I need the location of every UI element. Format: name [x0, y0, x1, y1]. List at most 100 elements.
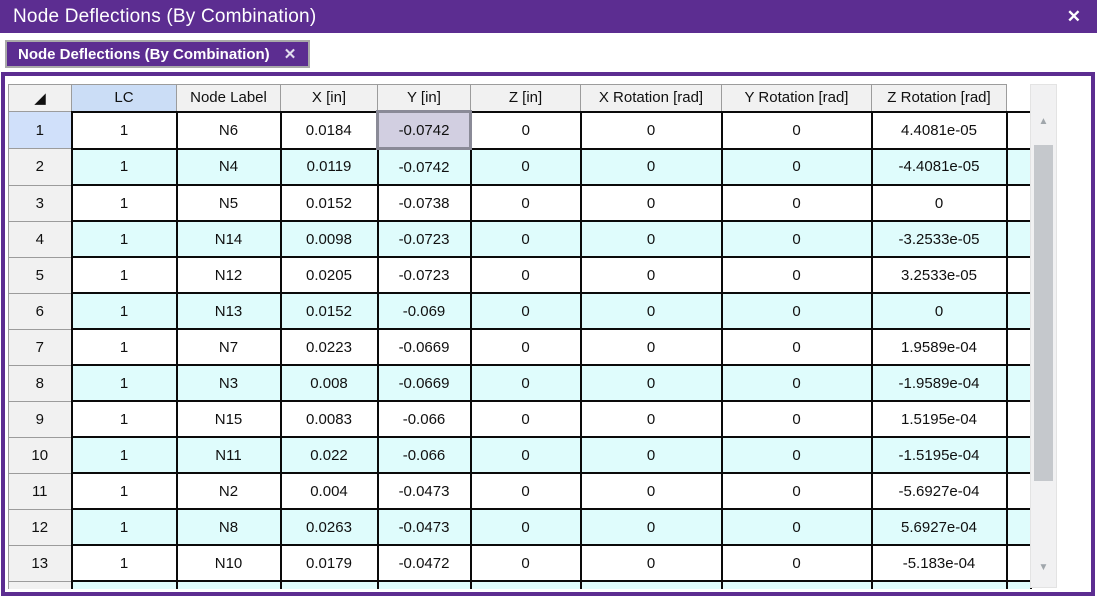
- scrollbar-thumb[interactable]: [1034, 145, 1053, 481]
- column-header[interactable]: X Rotation [rad]: [580, 84, 722, 112]
- scroll-down-icon[interactable]: ▼: [1038, 562, 1049, 573]
- table-cell[interactable]: 0: [579, 508, 723, 546]
- table-cell[interactable]: N15: [175, 400, 282, 438]
- row-header[interactable]: 4: [8, 220, 72, 258]
- table-cell[interactable]: -0.0669: [376, 328, 472, 366]
- table-cell[interactable]: -0.066: [376, 400, 472, 438]
- table-cell[interactable]: 0.0098: [279, 220, 379, 258]
- table-cell[interactable]: 0.0179: [279, 544, 379, 582]
- table-cell[interactable]: 0: [720, 147, 873, 186]
- row-header[interactable]: 3: [8, 184, 72, 222]
- table-cell[interactable]: 4.4081e-05: [870, 110, 1008, 150]
- window-titlebar[interactable]: Node Deflections (By Combination) ✕: [0, 0, 1097, 33]
- table-cell[interactable]: 3.2533e-05: [870, 256, 1008, 294]
- table-cell[interactable]: 0: [469, 184, 582, 222]
- table-cell[interactable]: N11: [175, 436, 282, 474]
- table-cell[interactable]: 0: [469, 292, 582, 330]
- table-cell[interactable]: 0: [870, 184, 1008, 222]
- table-cell[interactable]: 0: [720, 110, 873, 150]
- table-cell[interactable]: 0: [579, 436, 723, 474]
- select-all-corner[interactable]: ◢: [8, 84, 72, 112]
- table-cell[interactable]: 0.004: [279, 472, 379, 510]
- column-header[interactable]: Node Label: [176, 84, 281, 112]
- row-header[interactable]: 11: [8, 472, 72, 510]
- table-cell[interactable]: 0.0119: [279, 147, 379, 186]
- row-header[interactable]: 1: [8, 111, 72, 149]
- table-cell[interactable]: 0: [579, 147, 723, 186]
- row-header[interactable]: 7: [8, 328, 72, 366]
- table-cell[interactable]: 0: [720, 544, 873, 582]
- table-cell[interactable]: 0: [469, 364, 582, 402]
- table-cell[interactable]: 0: [469, 400, 582, 438]
- row-header[interactable]: 2: [8, 148, 72, 186]
- row-header[interactable]: 8: [8, 364, 72, 402]
- table-cell[interactable]: 1.5195e-04: [870, 400, 1008, 438]
- row-header[interactable]: 5: [8, 256, 72, 294]
- table-cell[interactable]: 0.008: [279, 364, 379, 402]
- table-cell[interactable]: 0.0152: [279, 184, 379, 222]
- table-cell[interactable]: 1: [70, 436, 178, 474]
- table-cell[interactable]: 1: [70, 147, 178, 186]
- row-header[interactable]: 9: [8, 400, 72, 438]
- table-cell[interactable]: 1: [70, 400, 178, 438]
- table-cell[interactable]: -0.0473: [376, 472, 472, 510]
- table-cell[interactable]: 0: [579, 472, 723, 510]
- table-cell[interactable]: -0.0472: [376, 544, 472, 582]
- table-cell[interactable]: 0: [720, 472, 873, 510]
- table-cell[interactable]: N14: [175, 220, 282, 258]
- table-cell[interactable]: 1: [70, 184, 178, 222]
- selected-cell[interactable]: -0.0742: [376, 110, 472, 150]
- window-close-icon[interactable]: ✕: [1066, 6, 1081, 26]
- table-cell[interactable]: 0: [579, 184, 723, 222]
- table-cell[interactable]: 0: [579, 544, 723, 582]
- table-cell[interactable]: N4: [175, 147, 282, 186]
- table-cell[interactable]: 0: [720, 400, 873, 438]
- table-cell[interactable]: 0: [870, 292, 1008, 330]
- table-cell[interactable]: 1: [70, 472, 178, 510]
- table-cell[interactable]: N6: [175, 110, 282, 150]
- table-cell[interactable]: -5.183e-04: [870, 544, 1008, 582]
- table-cell[interactable]: -1.9589e-04: [870, 364, 1008, 402]
- table-cell[interactable]: 0: [720, 364, 873, 402]
- table-cell[interactable]: 0: [469, 544, 582, 582]
- row-header[interactable]: 13: [8, 544, 72, 582]
- table-cell[interactable]: 0: [469, 220, 582, 258]
- table-cell[interactable]: N13: [175, 292, 282, 330]
- table-cell[interactable]: 0: [579, 256, 723, 294]
- table-cell[interactable]: 0: [720, 436, 873, 474]
- table-cell[interactable]: -0.0473: [376, 508, 472, 546]
- table-cell[interactable]: N2: [175, 472, 282, 510]
- table-cell[interactable]: 0: [469, 436, 582, 474]
- table-cell[interactable]: 0: [579, 220, 723, 258]
- table-cell[interactable]: 0: [469, 508, 582, 546]
- table-cell[interactable]: -0.0723: [376, 256, 472, 294]
- table-cell[interactable]: 1: [70, 328, 178, 366]
- table-cell[interactable]: 0: [720, 328, 873, 366]
- column-header[interactable]: Y [in]: [377, 84, 471, 112]
- table-cell[interactable]: 0: [469, 256, 582, 294]
- table-cell[interactable]: 0: [579, 364, 723, 402]
- column-header[interactable]: Z [in]: [470, 84, 581, 112]
- table-cell[interactable]: -3.2533e-05: [870, 220, 1008, 258]
- table-cell[interactable]: 0: [579, 110, 723, 150]
- table-cell[interactable]: 0: [469, 328, 582, 366]
- tab-close-icon[interactable]: ✕: [283, 46, 297, 63]
- table-cell[interactable]: 5.6927e-04: [870, 508, 1008, 546]
- table-cell[interactable]: -0.0669: [376, 364, 472, 402]
- table-cell[interactable]: 0: [469, 147, 582, 186]
- table-cell[interactable]: N5: [175, 184, 282, 222]
- table-cell[interactable]: N7: [175, 328, 282, 366]
- table-cell[interactable]: 0: [469, 110, 582, 150]
- table-cell[interactable]: 0: [579, 400, 723, 438]
- table-cell[interactable]: 0.0184: [279, 110, 379, 150]
- table-cell[interactable]: 1: [70, 292, 178, 330]
- column-header[interactable]: X [in]: [280, 84, 378, 112]
- table-cell[interactable]: -4.4081e-05: [870, 147, 1008, 186]
- table-cell[interactable]: 0.0152: [279, 292, 379, 330]
- row-header[interactable]: 12: [8, 508, 72, 546]
- table-cell[interactable]: -0.069: [376, 292, 472, 330]
- table-cell[interactable]: 0: [579, 328, 723, 366]
- table-cell[interactable]: 1: [70, 220, 178, 258]
- table-cell[interactable]: 0.0223: [279, 328, 379, 366]
- tab-node-deflections[interactable]: Node Deflections (By Combination) ✕: [5, 40, 311, 68]
